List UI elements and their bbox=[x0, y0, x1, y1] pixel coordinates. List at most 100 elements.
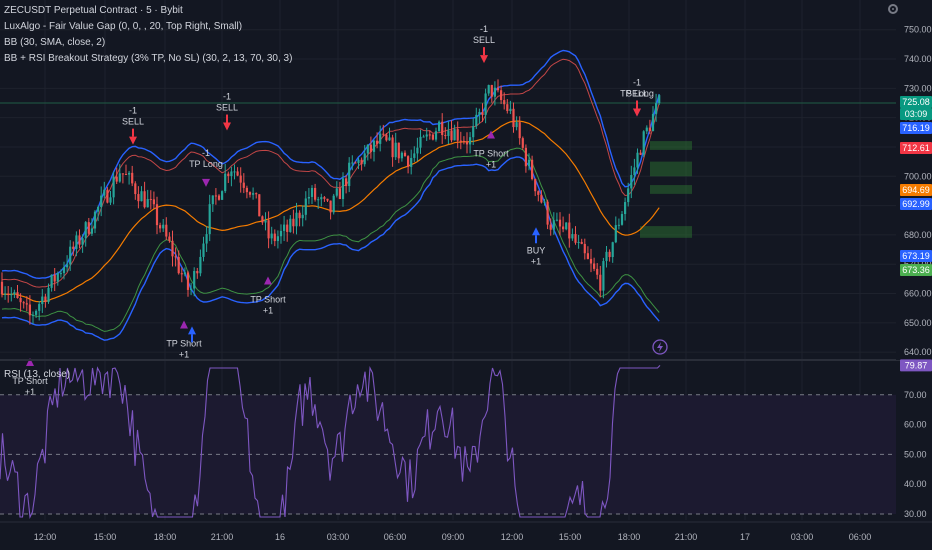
price-badge-text: 673.19 bbox=[902, 251, 930, 261]
candle-body bbox=[152, 199, 155, 205]
price-badge bbox=[900, 250, 932, 262]
signal-label: BUY bbox=[527, 245, 546, 255]
candle-body bbox=[103, 189, 106, 196]
candle-body bbox=[171, 240, 174, 257]
candle-body bbox=[624, 202, 627, 215]
candle-body bbox=[81, 238, 84, 245]
candle-body bbox=[286, 224, 289, 232]
candle-body bbox=[143, 191, 146, 208]
candle-body bbox=[31, 314, 35, 316]
candle-body bbox=[193, 271, 196, 289]
candle-body bbox=[131, 172, 134, 184]
bb-upper-band bbox=[1, 49, 660, 280]
candle-body bbox=[546, 201, 549, 225]
candle-body bbox=[239, 175, 242, 183]
signal-sub: +1 bbox=[486, 160, 496, 170]
candle-body bbox=[580, 241, 583, 244]
candle-body bbox=[472, 126, 475, 138]
candle-body bbox=[447, 130, 450, 136]
lightning-icon[interactable] bbox=[652, 339, 668, 355]
candle-body bbox=[558, 219, 562, 227]
rsi-tick-label: 50.00 bbox=[904, 449, 927, 459]
tp-arrow-icon bbox=[487, 130, 495, 139]
candle-body bbox=[537, 191, 540, 195]
time-tick-label: 16 bbox=[275, 532, 285, 542]
time-tick-label: 21:00 bbox=[675, 532, 698, 542]
candle-body bbox=[283, 224, 286, 231]
candle-body bbox=[490, 85, 493, 97]
candle-body bbox=[481, 111, 484, 116]
price-tick-label: 750.00 bbox=[904, 25, 932, 35]
candle-body bbox=[552, 220, 555, 230]
candle-body bbox=[617, 224, 620, 226]
sell-arrow-icon bbox=[633, 108, 641, 117]
rsi-title[interactable]: RSI (13, close) bbox=[4, 369, 71, 380]
rsi-line bbox=[0, 365, 661, 519]
candle-body bbox=[59, 273, 62, 275]
signal-label: SELL bbox=[473, 35, 495, 45]
signal-sub: +1 bbox=[531, 256, 541, 266]
price-badge bbox=[900, 122, 932, 134]
price-badge bbox=[900, 108, 932, 120]
price-tick-label: 680.00 bbox=[904, 230, 932, 240]
signal-sub: -1 bbox=[633, 77, 641, 87]
candlestick-series bbox=[0, 79, 661, 325]
candle-body bbox=[233, 171, 236, 173]
candle-body bbox=[62, 267, 66, 274]
price-badge-text: 673.36 bbox=[902, 265, 930, 275]
candle-body bbox=[577, 241, 580, 243]
candle-body bbox=[385, 134, 388, 141]
candle-body bbox=[431, 134, 434, 140]
candle-body bbox=[84, 222, 87, 239]
buy-arrow-icon bbox=[532, 227, 540, 236]
candle-body bbox=[357, 159, 360, 164]
candle-body bbox=[75, 235, 78, 249]
price-axis[interactable]: 640.00650.00660.00670.00680.00690.00700.… bbox=[896, 0, 932, 360]
symbol-title[interactable]: ZECUSDT Perpetual Contract · 5 · Bybit bbox=[4, 5, 183, 16]
indicator-fvg-label[interactable]: LuxAlgo - Fair Value Gap (0, 0, , 20, To… bbox=[4, 21, 243, 32]
sell-arrow-stem bbox=[483, 47, 485, 56]
buy-arrow-stem bbox=[191, 334, 193, 343]
candle-body bbox=[524, 147, 527, 167]
candle-body bbox=[310, 187, 314, 197]
candle-body bbox=[332, 195, 335, 213]
sell-arrow-stem bbox=[132, 128, 134, 137]
indicator-strategy-label[interactable]: BB + RSI Breakout Strategy (3% TP, No SL… bbox=[4, 53, 293, 64]
settings-gear-icon[interactable] bbox=[888, 4, 898, 14]
candle-body bbox=[630, 175, 633, 189]
candle-body bbox=[410, 157, 413, 167]
time-axis[interactable]: 12:00 15:00 18:00 21:00 16 03:00 06:00 09:00 12:… bbox=[0, 521, 932, 550]
sell-arrow-icon bbox=[129, 136, 137, 145]
candle-body bbox=[28, 304, 31, 316]
price-badge bbox=[900, 142, 932, 154]
price-badge-text: 725.08 bbox=[902, 97, 930, 107]
candle-body bbox=[475, 114, 478, 127]
candle-body bbox=[518, 122, 521, 139]
candle-body bbox=[403, 152, 407, 157]
signal-tp: TP Short+1 bbox=[250, 276, 286, 316]
candle-body bbox=[372, 140, 376, 152]
candle-body bbox=[230, 171, 233, 177]
candle-body bbox=[56, 273, 59, 282]
candle-body bbox=[589, 258, 593, 264]
fair-value-gap-boxes bbox=[640, 141, 692, 238]
signal-buy: BUY+1 bbox=[527, 227, 546, 266]
candle-body bbox=[128, 172, 131, 175]
candle-body bbox=[307, 196, 310, 199]
candle-body bbox=[0, 281, 4, 295]
price-tick-label: 730.00 bbox=[904, 83, 932, 93]
candle-body bbox=[134, 183, 137, 195]
candle-body bbox=[620, 214, 624, 225]
time-tick-label: 03:00 bbox=[791, 532, 814, 542]
signal-sub: -1 bbox=[223, 92, 231, 102]
signal-sub: +1 bbox=[263, 306, 273, 316]
indicator-bb-label[interactable]: BB (30, SMA, close, 2) bbox=[4, 37, 106, 48]
price-badge-text: 03:09 bbox=[905, 109, 928, 119]
candle-body bbox=[586, 253, 589, 259]
candle-body bbox=[50, 274, 53, 288]
candle-body bbox=[496, 87, 500, 91]
signal-label: SELL bbox=[626, 88, 648, 98]
candle-body bbox=[100, 195, 103, 208]
